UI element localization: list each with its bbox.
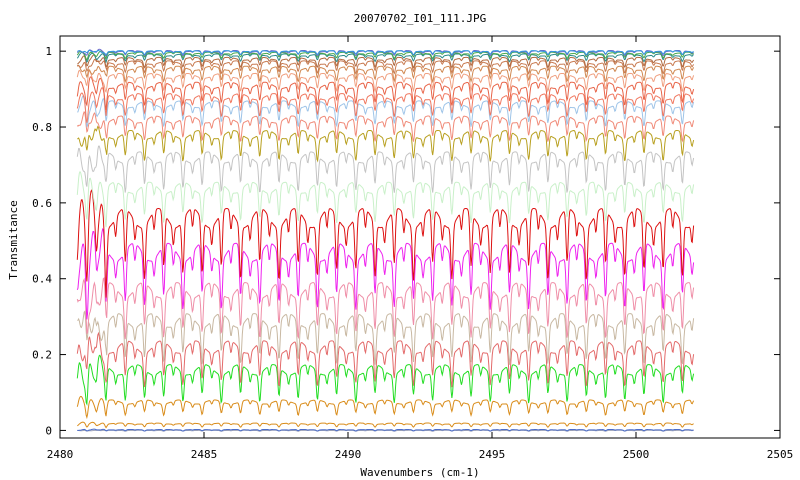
series-line [76,111,695,143]
series-line [76,354,695,406]
series-line [77,49,694,56]
x-tick-label: 2485 [191,448,218,461]
series-line [76,51,694,64]
plot-frame [59,35,781,439]
series-line [77,428,694,432]
series-line [76,58,695,75]
series-line [76,395,695,420]
x-tick-label: 2480 [47,448,74,461]
y-tick-label: 1 [45,45,52,58]
y-tick-label: 0 [45,424,52,437]
x-tick-label: 2490 [335,448,362,461]
chart-title: 20070702_I01_111.JPG [354,12,486,25]
series-line [77,54,695,69]
y-axis-label: Transmitance [7,200,20,279]
series-line [77,421,694,429]
x-axis-label: Wavenumbers (cm-1) [360,466,479,479]
y-tick-label: 0.4 [32,273,52,286]
series-line [76,69,695,94]
x-axis: 2480 2485 2490 2495 2500 2505 [47,36,794,461]
series-line [76,145,695,193]
y-tick-label: 0.6 [32,197,52,210]
series-line [76,277,695,340]
y-tick-label: 0.8 [32,121,52,134]
x-tick-label: 2500 [623,448,650,461]
series-layer [76,48,695,432]
series-line [77,125,695,163]
series-line [76,170,695,228]
series-line [76,331,695,388]
series-line [76,228,695,320]
series-line [77,95,695,128]
y-axis: 0 0.2 0.4 0.6 0.8 1 [32,45,780,437]
y-tick-label: 0.2 [32,349,52,362]
x-tick-label: 2495 [479,448,506,461]
x-tick-label: 2505 [767,448,794,461]
series-line [76,50,694,61]
series-line [76,189,695,298]
series-line [76,64,695,84]
series-line [76,76,695,111]
series-line [77,310,695,365]
series-line [76,87,695,123]
